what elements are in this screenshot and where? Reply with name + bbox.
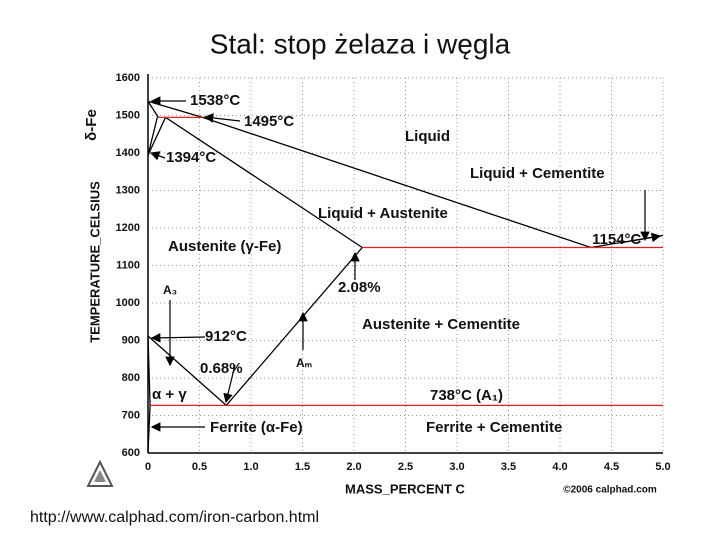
- arrow: [150, 333, 206, 343]
- phase-boundary: [225, 247, 363, 406]
- x-tick-label: 1.5: [295, 461, 310, 473]
- y-tick-label: 1200: [116, 222, 140, 234]
- annotation: δ-Fe: [83, 109, 100, 141]
- y-tick-label: 900: [122, 334, 140, 346]
- arrow: [203, 113, 241, 123]
- slide-title: Stal: stop żelaza i węgla: [210, 28, 511, 59]
- x-tick-label: 4.0: [552, 461, 567, 473]
- annotation: 1154°C: [592, 231, 642, 248]
- annotation: 1394°C: [166, 149, 216, 166]
- annotation: 912°C: [205, 328, 247, 345]
- annotation: 1495°C: [244, 113, 294, 130]
- y-tick-label: 1100: [116, 259, 140, 271]
- x-tick-label: 3.0: [449, 461, 464, 473]
- y-axis-label: TEMPERATURE_CELSIUS: [87, 181, 102, 343]
- x-tick-label: 4.5: [604, 461, 619, 473]
- x-tick-label: 1.0: [243, 461, 258, 473]
- arrow: [619, 232, 662, 244]
- annotation: Liquid + Austenite: [318, 205, 448, 222]
- phase-boundary: [147, 117, 158, 156]
- annotation: Ferrite + Cementite: [426, 419, 562, 436]
- annotation: 738°C (A₁): [430, 387, 503, 404]
- y-tick-label: 1600: [116, 72, 140, 84]
- annotation: 1538°C: [190, 92, 240, 109]
- x-tick-label: 0: [145, 461, 151, 473]
- annotation: Liquid: [405, 128, 450, 145]
- annotation: Austenite (γ-Fe): [168, 238, 281, 255]
- credit: ©2006 calphad.com: [563, 485, 657, 496]
- x-axis-label: MASS_PERCENT C: [345, 481, 466, 496]
- x-tick-label: 3.5: [501, 461, 516, 473]
- x-tick-label: 5.0: [655, 461, 670, 473]
- phase-boundary: [147, 100, 159, 118]
- annotation: Liquid + Cementite: [470, 165, 605, 182]
- annotation: Austenite + Cementite: [362, 316, 520, 333]
- annotation: 2.08%: [338, 279, 381, 296]
- x-tick-label: 2.5: [398, 461, 413, 473]
- annotation: 0.68%: [200, 360, 243, 377]
- annotation: Ferrite (α-Fe): [210, 419, 303, 436]
- x-tick-label: 0.5: [192, 461, 207, 473]
- arrow: [223, 364, 236, 404]
- y-tick-label: 1500: [116, 109, 140, 121]
- source-url: http://www.calphad.com/iron-carbon.html: [30, 509, 319, 526]
- y-tick-label: 1400: [116, 147, 140, 159]
- y-tick-label: 1300: [116, 184, 140, 196]
- x-tick-label: 2.0: [346, 461, 361, 473]
- arrow: [149, 151, 166, 161]
- annotation: α + γ: [152, 386, 187, 403]
- y-tick-label: 600: [122, 447, 140, 459]
- annotation: A₃: [163, 283, 177, 297]
- y-tick-label: 1000: [116, 297, 140, 309]
- logo: [86, 459, 114, 487]
- y-tick-label: 700: [122, 409, 140, 421]
- annotation: Aₘ: [296, 356, 312, 370]
- y-tick-label: 800: [122, 372, 140, 384]
- phase-boundary: [147, 335, 227, 406]
